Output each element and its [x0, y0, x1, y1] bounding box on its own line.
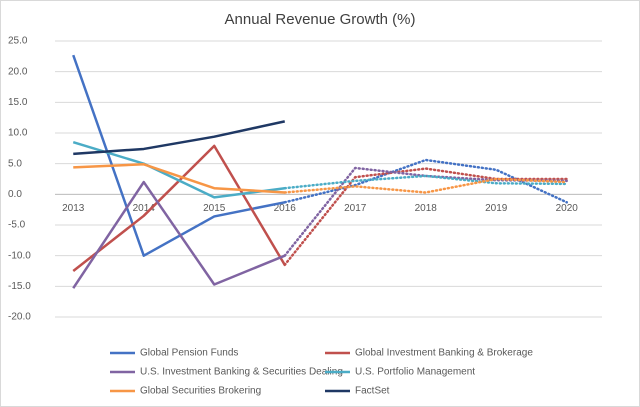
y-tick-label: 10.0: [8, 128, 28, 139]
x-tick-label: 2017: [344, 203, 367, 214]
x-tick-label: 2016: [274, 203, 297, 214]
y-tick-label: 15.0: [8, 97, 28, 108]
y-tick-label: 5.0: [8, 158, 22, 169]
y-tick-label: -15.0: [8, 281, 31, 292]
y-tick-label: 20.0: [8, 66, 28, 77]
series-line: [72, 54, 285, 257]
x-tick-label: 2015: [203, 203, 226, 214]
series-line-dotted: [283, 177, 568, 194]
y-tick-label: -5.0: [8, 220, 26, 231]
series-line-dotted: [283, 167, 568, 267]
legend-label: Global Securities Brokering: [140, 386, 261, 397]
legend-label: U.S. Portfolio Management: [355, 367, 475, 378]
series-line: [73, 163, 285, 194]
series-line-dotted: [283, 174, 568, 190]
legend-label: Global Pension Funds: [140, 348, 238, 359]
series-line: [72, 180, 286, 289]
x-tick-label: 2019: [485, 203, 508, 214]
y-tick-label: 25.0: [8, 36, 28, 47]
x-tick-label: 2020: [556, 203, 579, 214]
legend-label: Global Investment Banking & Brokerage: [355, 348, 533, 359]
series-line: [72, 141, 285, 199]
series-line: [73, 120, 286, 156]
x-tick-label: 2013: [62, 203, 85, 214]
chart-title: Annual Revenue Growth (%): [225, 11, 416, 28]
y-tick-label: -20.0: [8, 312, 31, 323]
x-tick-label: 2018: [415, 203, 438, 214]
legend-label: U.S. Investment Banking & Securities Dea…: [140, 367, 343, 378]
x-tick-label: 2014: [133, 203, 156, 214]
legend-label: FactSet: [355, 386, 390, 397]
y-tick-label: 0.0: [8, 189, 22, 200]
y-tick-label: -10.0: [8, 250, 31, 261]
